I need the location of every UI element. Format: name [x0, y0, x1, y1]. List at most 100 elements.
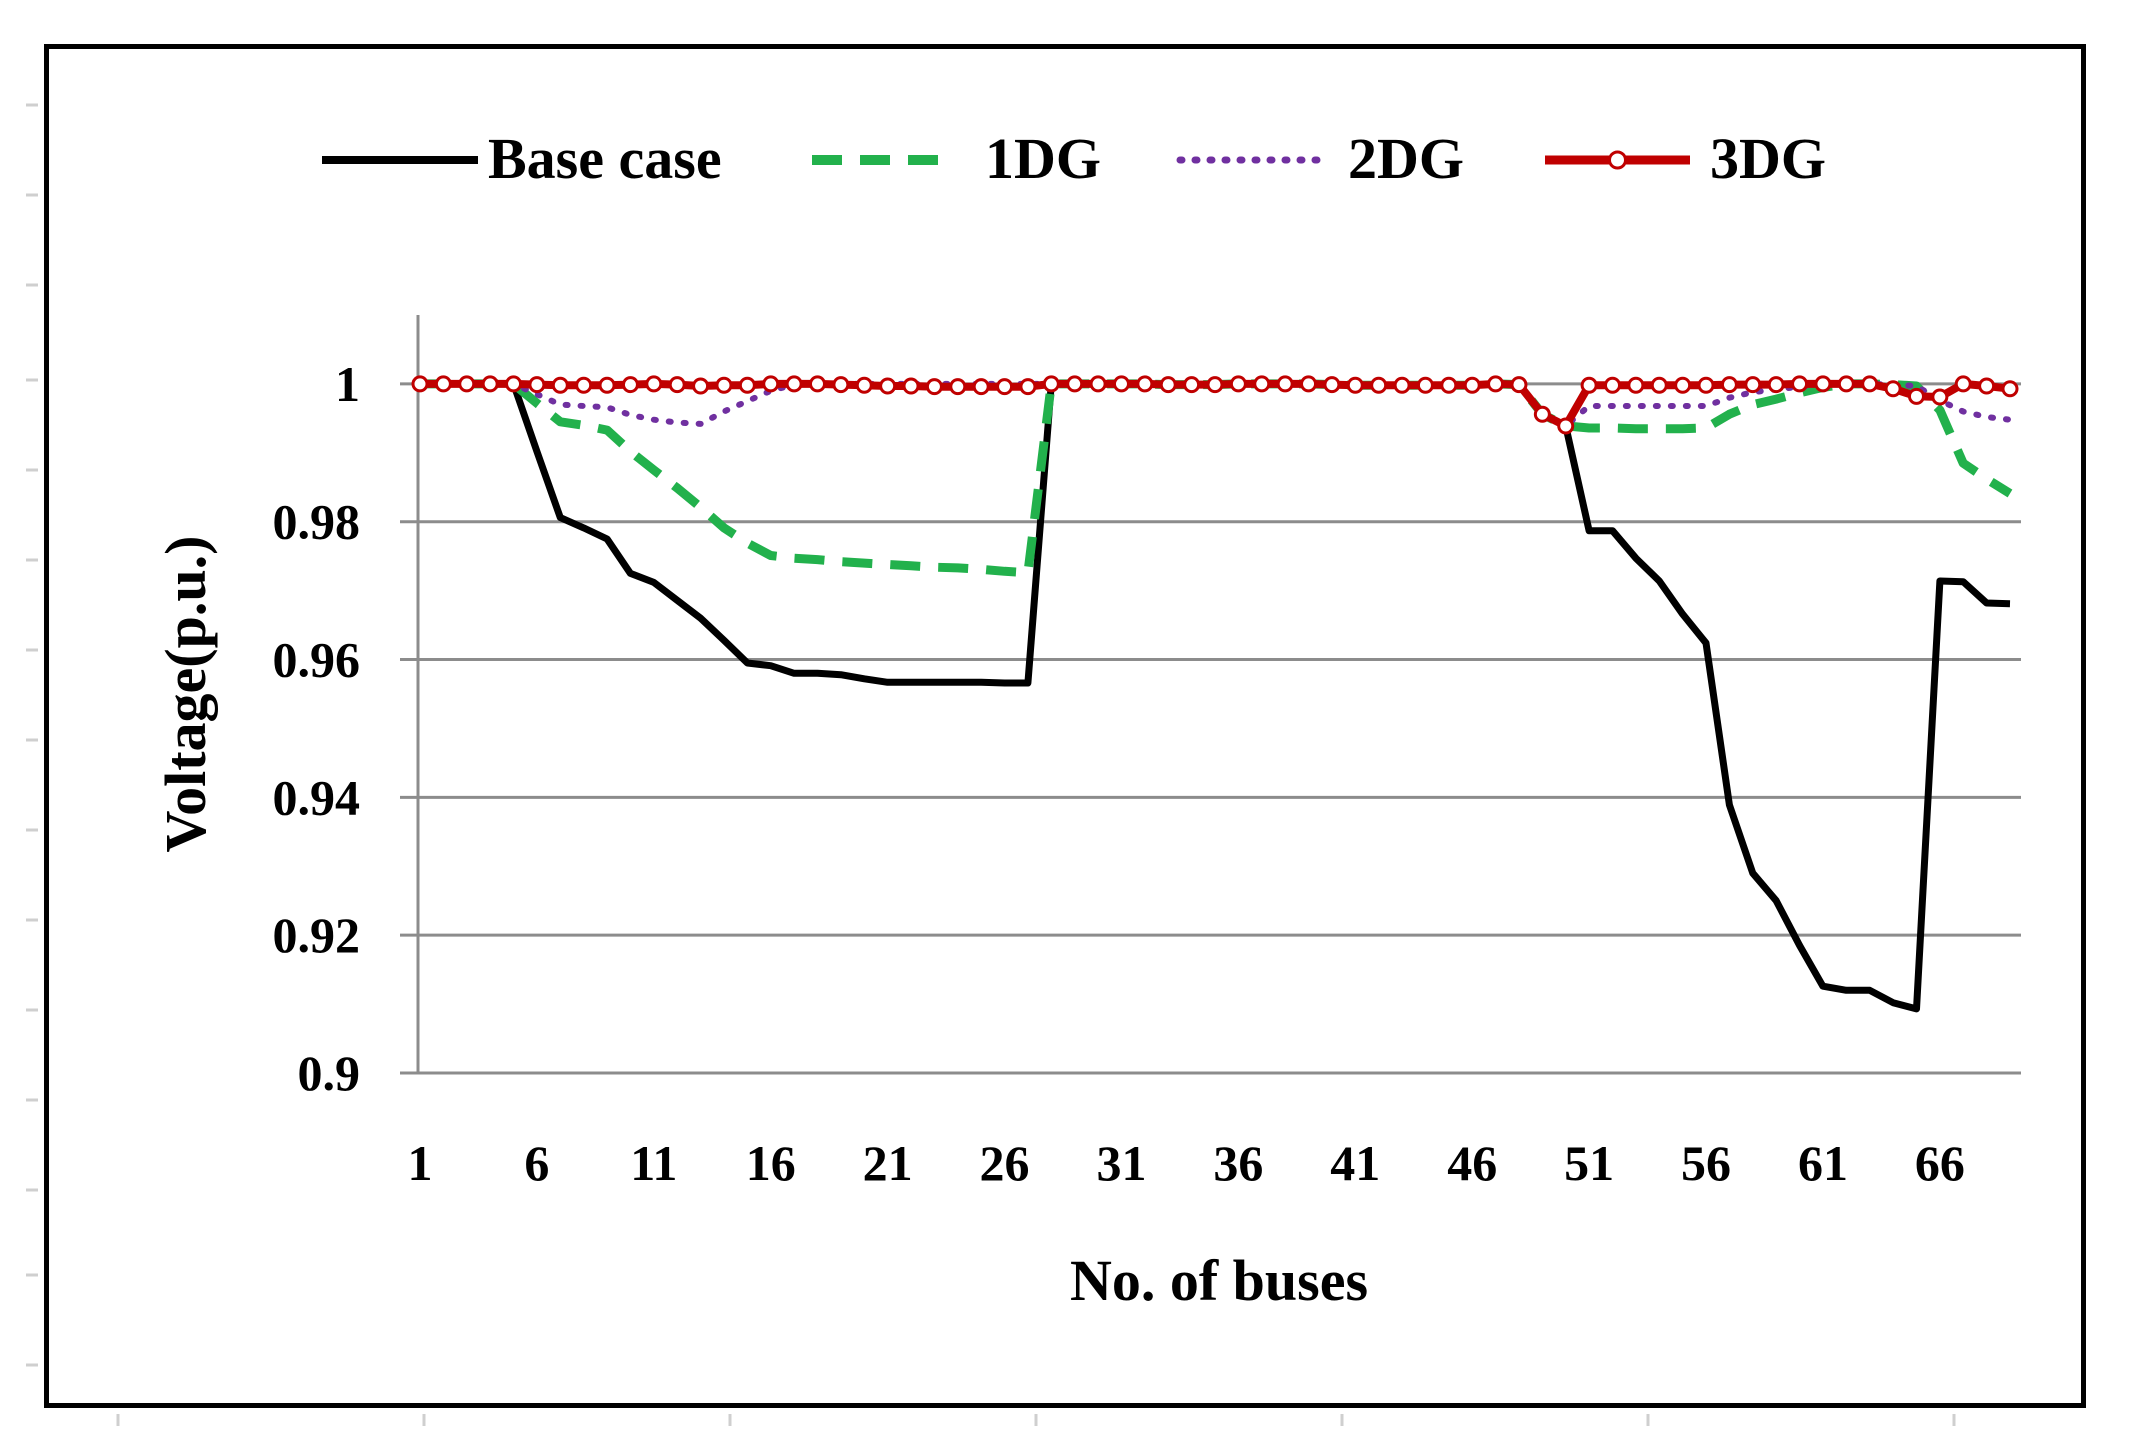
legend-label: 2DG: [1348, 126, 1464, 191]
y-tick-label: 0.9: [298, 1045, 361, 1101]
y-axis-title: Voltage(p.u.): [153, 536, 218, 853]
series-point: [1720, 376, 1738, 394]
series-point: [1393, 376, 1411, 394]
y-tick-label: 0.96: [273, 632, 361, 688]
series-point: [1487, 375, 1505, 393]
series-point: [1112, 375, 1130, 393]
series-point: [1159, 376, 1177, 394]
x-tick-labels: 1 6 11 16 21 26 31 36 41 46 51 56 61 66: [408, 1135, 1965, 1191]
series-point: [738, 376, 756, 394]
series-point: [1931, 388, 1949, 406]
series-point: [1580, 376, 1598, 394]
series-point: [785, 375, 803, 393]
series-point: [1229, 375, 1247, 393]
series-line-0: [420, 380, 2011, 1013]
gridlines: [400, 382, 2021, 1075]
legend-label: Base case: [488, 126, 722, 191]
series-point: [505, 375, 523, 393]
series-point: [855, 376, 873, 394]
series-point: [1837, 375, 1855, 393]
series-point: [1042, 375, 1060, 393]
y-tick-label: 0.92: [273, 907, 361, 963]
x-tick-label: 31: [1096, 1135, 1146, 1191]
series-point: [1323, 376, 1341, 394]
legend-marker: [1608, 150, 1627, 170]
series-point: [1300, 375, 1318, 393]
y-tick-label: 0.98: [273, 494, 361, 550]
series-point: [1861, 375, 1879, 393]
series-point: [1346, 376, 1364, 394]
x-tick-label: 26: [980, 1135, 1030, 1191]
x-tick-label: 21: [863, 1135, 913, 1191]
legend: Base case 1DG 2DG 3DG: [322, 126, 1826, 191]
series-point: [1136, 375, 1154, 393]
series-point: [1604, 376, 1621, 394]
series-point: [1907, 387, 1925, 405]
series-point: [411, 375, 429, 393]
series-line-1: [420, 379, 2013, 578]
series-point: [481, 375, 499, 393]
series-lines: [411, 375, 2019, 1013]
series-point: [1370, 376, 1388, 394]
series-point: [1019, 378, 1037, 396]
series-point: [972, 378, 990, 396]
x-tick-label: 46: [1447, 1135, 1497, 1191]
series-point: [645, 375, 663, 393]
series-point: [1627, 376, 1645, 394]
series-point: [1089, 375, 1107, 393]
series-point: [1791, 375, 1809, 393]
series-point: [1416, 376, 1434, 394]
series-point: [575, 376, 593, 394]
series-point: [1954, 375, 1972, 393]
series-point: [762, 375, 780, 393]
x-tick-label: 1: [408, 1135, 433, 1191]
series-point: [879, 377, 897, 395]
x-tick-label: 6: [524, 1135, 549, 1191]
axes: [416, 315, 2021, 1075]
series-point: [902, 377, 920, 395]
series-point: [598, 376, 616, 394]
series-point: [621, 376, 639, 394]
x-tick-label: 61: [1798, 1135, 1848, 1191]
series-point: [1463, 376, 1481, 394]
series-point: [551, 376, 569, 394]
series-point: [668, 376, 686, 394]
x-tick-label: 51: [1564, 1135, 1614, 1191]
series-point: [1744, 376, 1762, 394]
series-point: [1884, 380, 1902, 398]
x-tick-label: 66: [1915, 1135, 1965, 1191]
series-point: [692, 377, 710, 395]
series-point: [809, 375, 826, 393]
x-axis-title: No. of buses: [1070, 1248, 1368, 1313]
series-point: [1440, 376, 1458, 394]
series-point: [1276, 375, 1294, 393]
x-tick-label: 11: [630, 1135, 677, 1191]
chart-frame: [44, 44, 2086, 1408]
series-point: [1650, 376, 1668, 394]
series-point: [458, 375, 476, 393]
series-point: [1767, 376, 1785, 394]
series-point: [1674, 376, 1692, 394]
series-point: [832, 376, 850, 394]
series-point: [1066, 375, 1084, 393]
series-point: [2001, 380, 2019, 398]
x-tick-label: 56: [1681, 1135, 1731, 1191]
series-point: [528, 376, 546, 394]
series-point: [434, 375, 452, 393]
series-point: [1814, 375, 1832, 393]
series-point: [1206, 376, 1224, 394]
outer-tick-marks: [26, 103, 1956, 1426]
series-point: [1183, 376, 1201, 394]
y-tick-labels: 0.9 0.92 0.94 0.96 0.98 1: [273, 356, 361, 1101]
y-tick-label: 1: [335, 356, 360, 412]
series-point: [925, 378, 943, 396]
legend-label: 1DG: [985, 126, 1101, 191]
y-tick-label: 0.94: [273, 769, 361, 825]
x-tick-label: 36: [1213, 1135, 1263, 1191]
series-point: [949, 378, 967, 396]
legend-label: 3DG: [1710, 126, 1826, 191]
x-tick-label: 16: [746, 1135, 796, 1191]
series-point: [1557, 417, 1575, 435]
series-point: [1697, 376, 1715, 394]
